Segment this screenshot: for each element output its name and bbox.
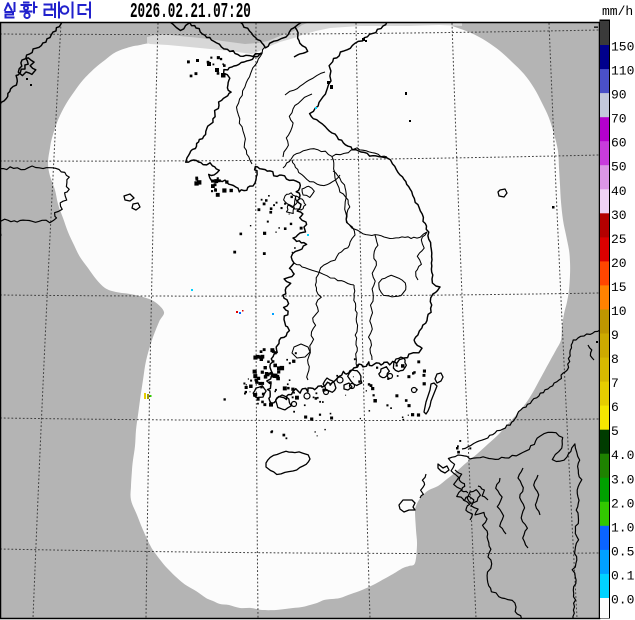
svg-text:9: 9: [611, 328, 619, 343]
svg-text:7: 7: [611, 376, 619, 391]
svg-text:0.5: 0.5: [611, 544, 634, 559]
svg-text:90: 90: [611, 88, 627, 103]
svg-text:50: 50: [611, 160, 627, 175]
svg-text:0.1: 0.1: [611, 568, 635, 583]
svg-text:4.0: 4.0: [611, 448, 634, 463]
svg-text:10: 10: [611, 304, 627, 319]
svg-text:5: 5: [611, 424, 619, 439]
svg-text:6: 6: [611, 400, 619, 415]
svg-text:2026.02.21.07:20: 2026.02.21.07:20: [130, 1, 251, 24]
svg-text:15: 15: [611, 280, 627, 295]
svg-text:mm/h: mm/h: [602, 4, 633, 19]
svg-text:70: 70: [611, 112, 627, 127]
svg-text:8: 8: [611, 352, 619, 367]
svg-text:3.0: 3.0: [611, 472, 634, 487]
svg-text:1.0: 1.0: [611, 520, 634, 535]
svg-text:150: 150: [611, 40, 634, 55]
svg-text:20: 20: [611, 256, 627, 271]
svg-text:60: 60: [611, 136, 627, 151]
svg-text:110: 110: [611, 64, 634, 79]
svg-text:40: 40: [611, 184, 627, 199]
svg-text:30: 30: [611, 208, 627, 223]
svg-text:2.0: 2.0: [611, 496, 634, 511]
svg-text:0.0: 0.0: [611, 593, 634, 608]
svg-text:25: 25: [611, 232, 627, 247]
